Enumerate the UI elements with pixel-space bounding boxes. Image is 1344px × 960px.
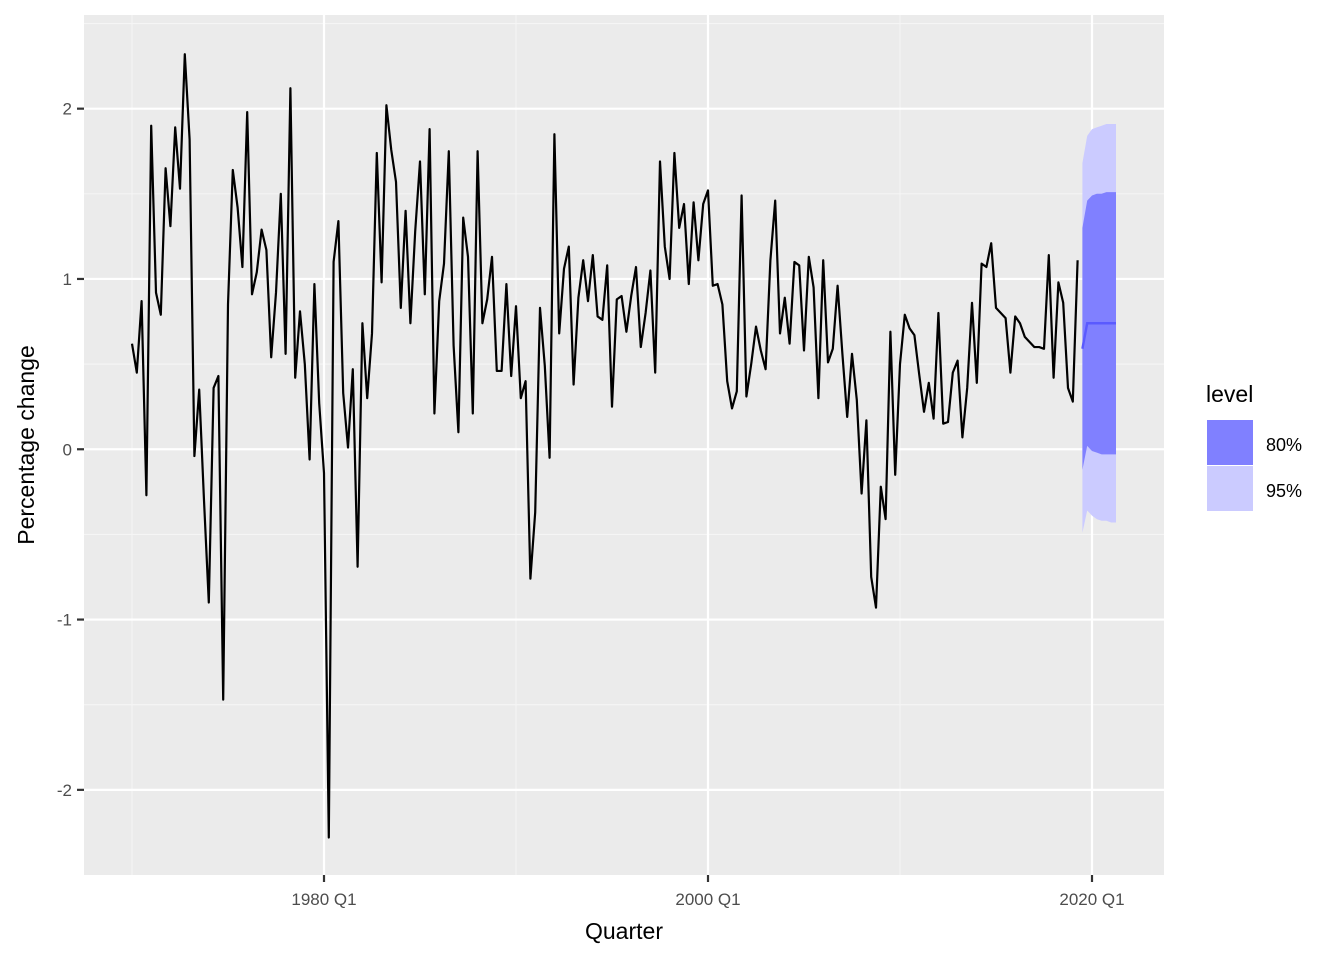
plot-panel <box>84 15 1164 875</box>
history-series <box>130 53 1079 839</box>
forecast-series <box>1081 322 1116 350</box>
legend-key-95 <box>1207 466 1253 511</box>
legend-label-80: 80% <box>1266 435 1302 455</box>
minor-gridlines <box>84 15 1164 875</box>
history-line <box>130 53 1079 839</box>
tick-labels: -2 -1 0 1 2 1980 Q1 2000 Q1 2020 Q1 <box>57 100 1125 909</box>
axis-ticks <box>77 107 1094 882</box>
forecast-mean-line <box>1081 322 1116 350</box>
band-80 <box>1082 192 1116 470</box>
x-tick-label: 2020 Q1 <box>1059 890 1124 909</box>
x-axis-title: Quarter <box>585 918 663 944</box>
y-axis-title: Percentage change <box>13 345 39 545</box>
legend-title: level <box>1206 381 1253 407</box>
legend: level 80% 95% <box>1206 381 1302 511</box>
y-tick-label: 1 <box>63 270 72 289</box>
y-tick-label: 0 <box>63 440 72 459</box>
x-tick-label: 2000 Q1 <box>675 890 740 909</box>
legend-key-80 <box>1207 420 1253 465</box>
x-tick-label: 1980 Q1 <box>291 890 356 909</box>
prediction-intervals <box>1082 123 1116 533</box>
legend-label-95: 95% <box>1266 481 1302 501</box>
y-tick-label: -2 <box>57 781 72 800</box>
y-tick-label: 2 <box>63 100 72 119</box>
y-tick-label: -1 <box>57 611 72 630</box>
